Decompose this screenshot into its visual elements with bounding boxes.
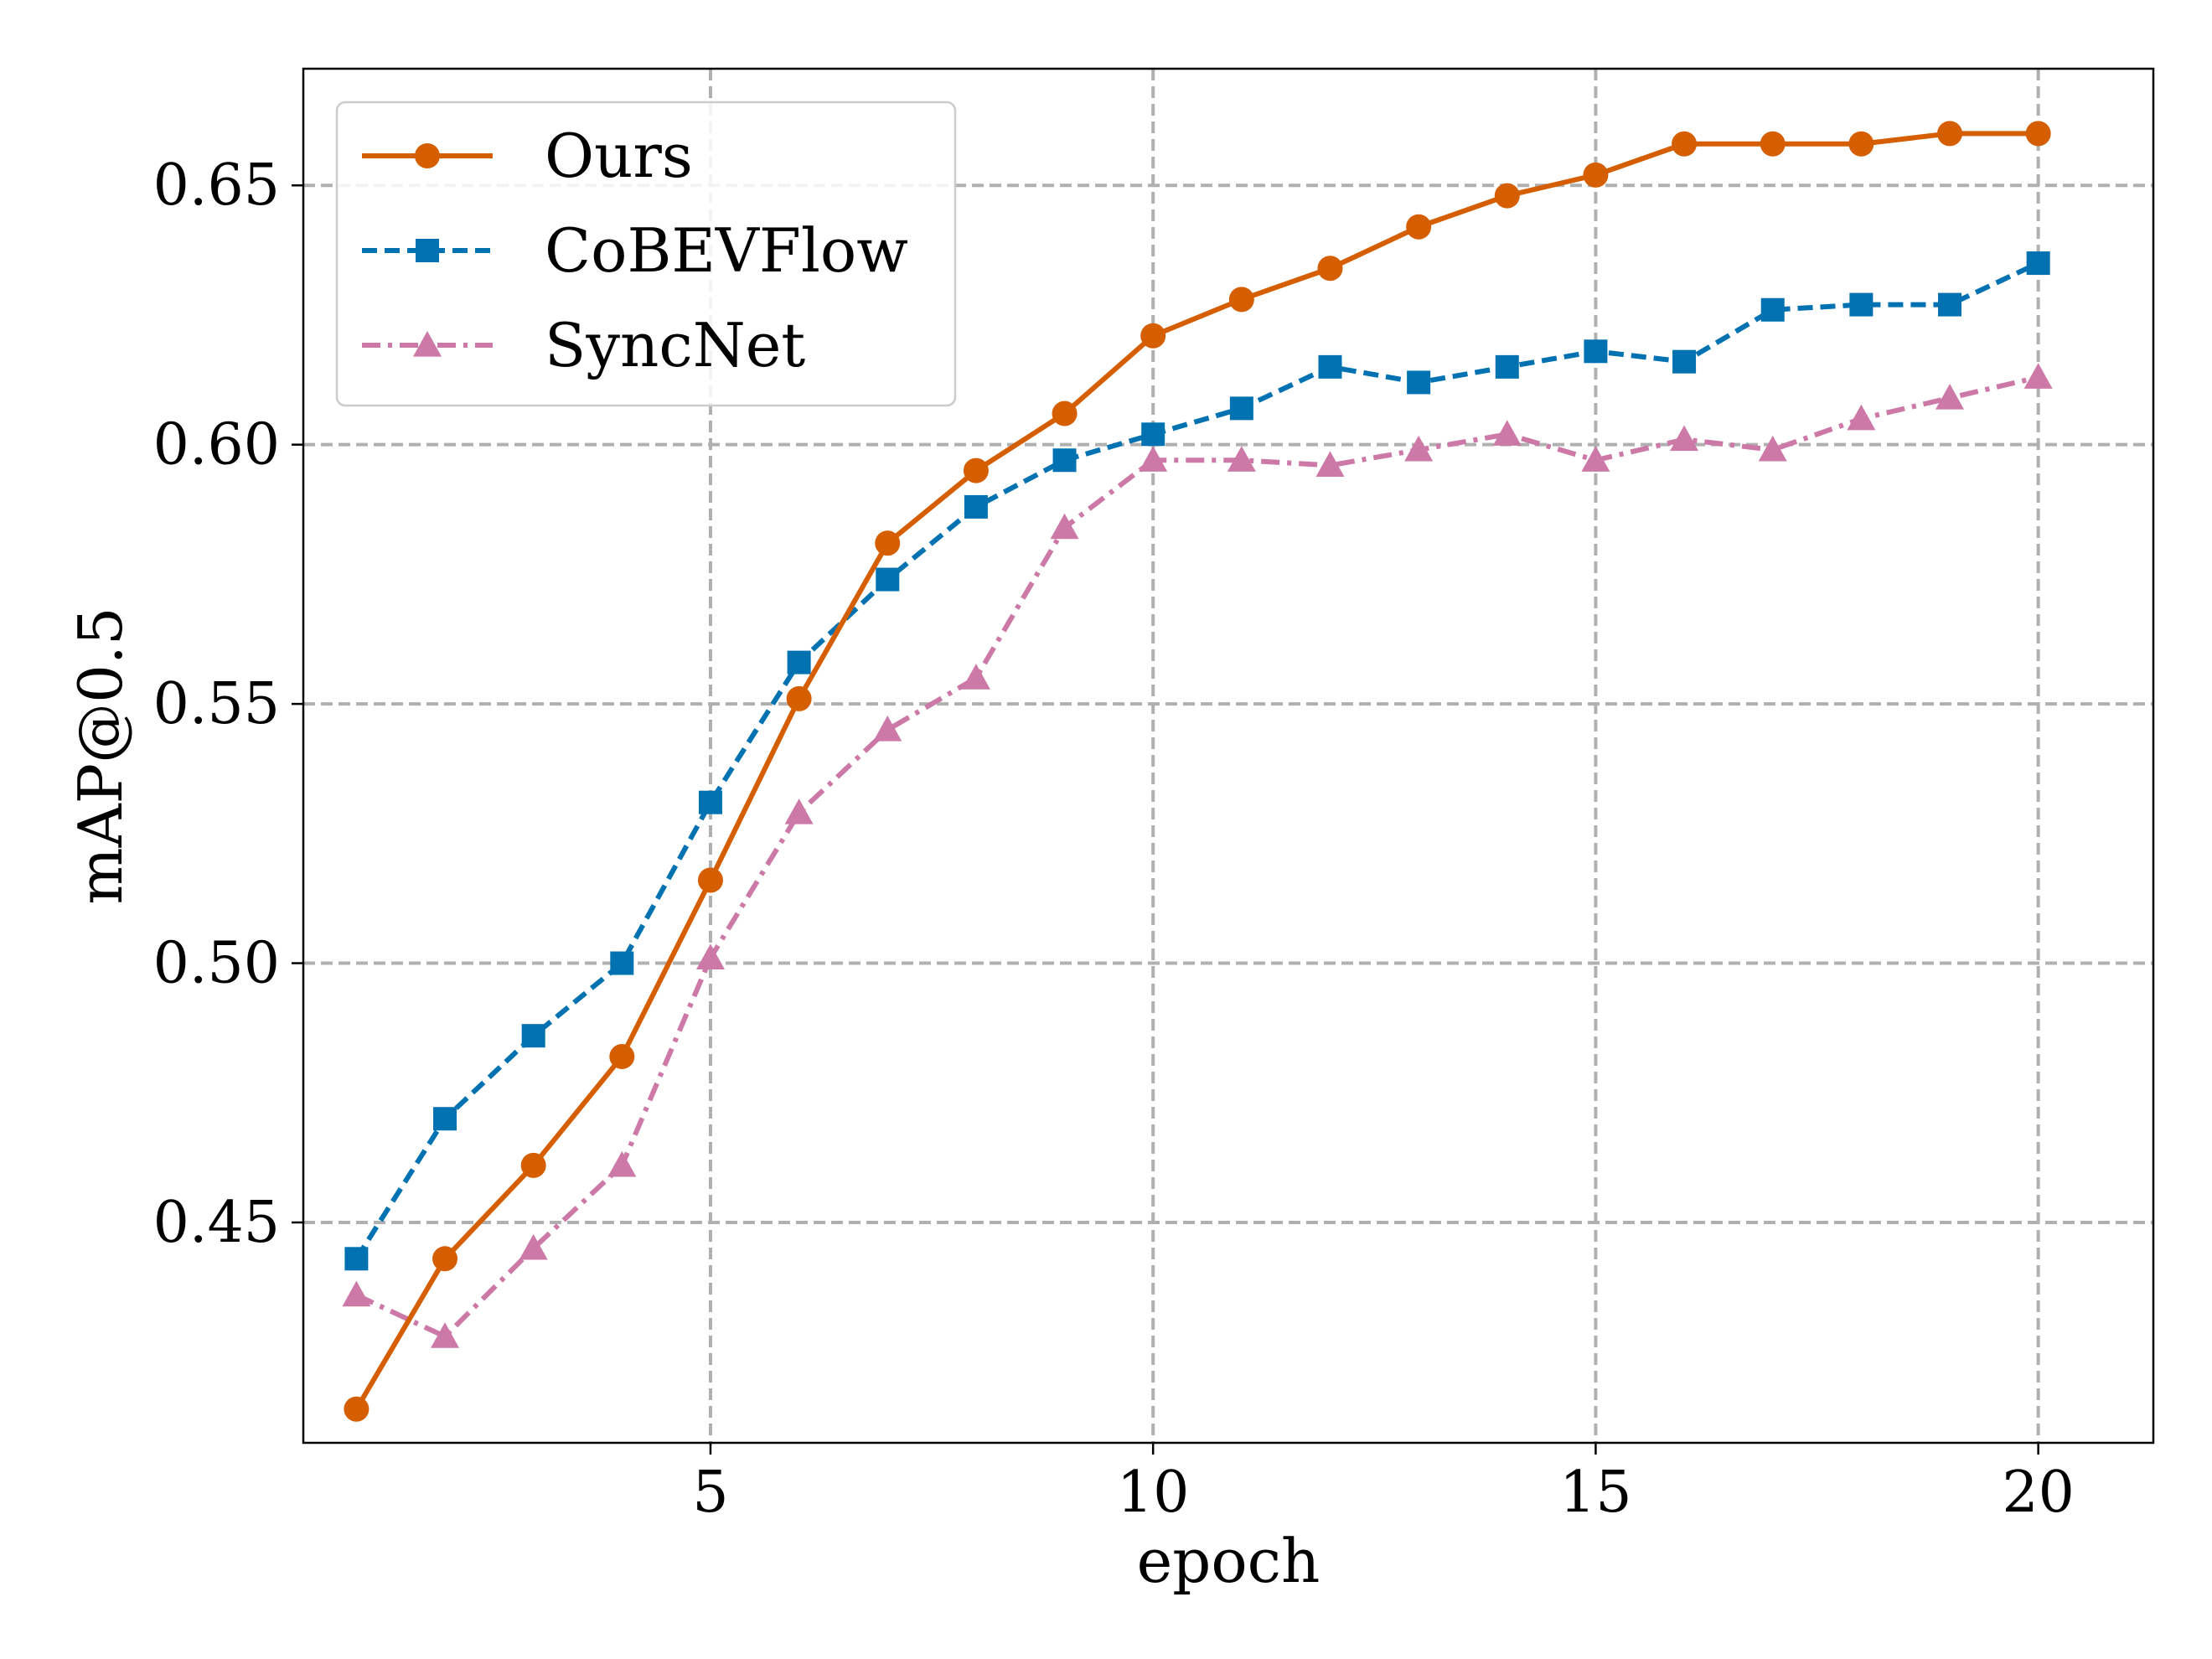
data-point-syncnet	[1492, 420, 1522, 446]
data-point-cobevflow	[521, 1024, 545, 1048]
data-point-ours	[1672, 131, 1698, 157]
data-point-syncnet	[1315, 451, 1345, 478]
y-tick-label: 0.45	[153, 1190, 280, 1256]
data-point-cobevflow	[1229, 396, 1253, 421]
series-group	[342, 121, 2053, 1422]
legend-label-syncnet: SyncNet	[545, 310, 805, 380]
series-line-cobevflow	[354, 261, 2039, 1260]
data-point-syncnet	[1847, 404, 1876, 431]
data-point-cobevflow	[698, 790, 722, 814]
data-point-ours	[1494, 183, 1520, 209]
data-point-cobevflow	[1672, 349, 1697, 374]
data-point-cobevflow	[1052, 448, 1077, 473]
data-point-syncnet	[1139, 446, 1168, 472]
data-point-syncnet	[1936, 383, 1965, 410]
plot-frame	[302, 67, 2155, 1445]
legend: Ours CoBEVFlow SyncNet	[335, 101, 957, 407]
data-point-cobevflow	[1495, 354, 1519, 379]
data-point-ours	[1760, 131, 1786, 157]
data-point-syncnet	[1670, 425, 1699, 452]
series-syncnet	[342, 363, 2053, 1348]
data-point-syncnet	[1758, 435, 1787, 462]
series-ours	[344, 121, 2051, 1422]
x-tick-label: 15	[1559, 1460, 1632, 1526]
legend-marker-ours	[415, 143, 440, 168]
data-point-ours	[2025, 121, 2051, 147]
y-tick-label: 0.50	[153, 931, 280, 997]
data-point-cobevflow	[964, 494, 988, 519]
data-point-syncnet	[607, 1150, 637, 1177]
data-point-syncnet	[1581, 446, 1610, 472]
data-point-ours	[1583, 162, 1609, 188]
data-point-syncnet	[1227, 446, 1256, 472]
y-tick-label: 0.65	[153, 152, 280, 219]
data-point-ours	[1937, 121, 1963, 147]
data-point-cobevflow	[610, 951, 634, 975]
data-point-syncnet	[1050, 513, 1079, 540]
y-axis-label: mAP@0.5	[65, 607, 136, 904]
data-point-ours	[1140, 323, 1166, 349]
data-point-syncnet	[2023, 363, 2053, 389]
data-point-cobevflow	[344, 1247, 369, 1271]
data-point-syncnet	[784, 798, 814, 824]
data-point-syncnet	[1404, 435, 1434, 462]
data-point-ours	[875, 530, 901, 556]
data-point-ours	[1228, 287, 1254, 313]
x-tick-label: 10	[1117, 1460, 1190, 1526]
legend-entry-ours: Ours	[362, 121, 693, 191]
legend-label-cobevflow: CoBEVFlow	[545, 215, 908, 286]
data-point-ours	[432, 1246, 458, 1272]
data-point-ours	[1052, 401, 1078, 426]
data-point-cobevflow	[787, 650, 811, 674]
data-point-cobevflow	[2026, 251, 2050, 276]
data-point-cobevflow	[1318, 354, 1342, 379]
axis-ticks: 5 10 15 20 0.45 0.50 0.55 0.60 0.65	[153, 152, 2075, 1526]
data-point-cobevflow	[876, 567, 900, 592]
series-line-syncnet	[355, 375, 2039, 1340]
x-axis-label: epoch	[1137, 1526, 1320, 1596]
legend-label-ours: Ours	[545, 121, 693, 191]
data-point-ours	[609, 1043, 635, 1069]
data-point-ours	[1848, 131, 1874, 157]
x-tick-label: 20	[2002, 1460, 2075, 1526]
legend-box	[335, 101, 957, 407]
data-point-cobevflow	[1938, 292, 1962, 317]
data-point-cobevflow	[433, 1107, 457, 1131]
legend-entry-cobevflow: CoBEVFlow	[362, 215, 908, 286]
x-tick-label: 5	[692, 1460, 728, 1526]
data-point-cobevflow	[1849, 292, 1873, 317]
data-point-cobevflow	[1141, 422, 1165, 447]
series-line-ours	[354, 131, 2039, 1411]
data-point-ours	[520, 1152, 546, 1178]
data-point-syncnet	[342, 1280, 371, 1307]
data-point-syncnet	[431, 1322, 460, 1348]
legend-entry-syncnet: SyncNet	[362, 310, 805, 380]
data-point-ours	[786, 685, 812, 711]
data-point-syncnet	[961, 664, 990, 690]
data-point-ours	[1406, 214, 1432, 240]
y-tick-label: 0.60	[153, 412, 280, 478]
data-point-syncnet	[695, 943, 725, 969]
data-point-cobevflow	[1584, 339, 1608, 364]
y-tick-label: 0.55	[153, 671, 280, 737]
data-point-cobevflow	[1760, 297, 1785, 322]
data-point-syncnet	[873, 716, 902, 742]
series-cobevflow	[344, 251, 2050, 1271]
data-point-ours	[697, 867, 723, 893]
legend-marker-syncnet	[413, 331, 442, 357]
data-point-ours	[344, 1396, 370, 1422]
data-point-ours	[963, 457, 989, 483]
data-point-cobevflow	[1407, 370, 1431, 395]
data-point-ours	[1317, 256, 1343, 282]
data-point-syncnet	[519, 1233, 548, 1260]
legend-marker-cobevflow	[416, 239, 439, 262]
